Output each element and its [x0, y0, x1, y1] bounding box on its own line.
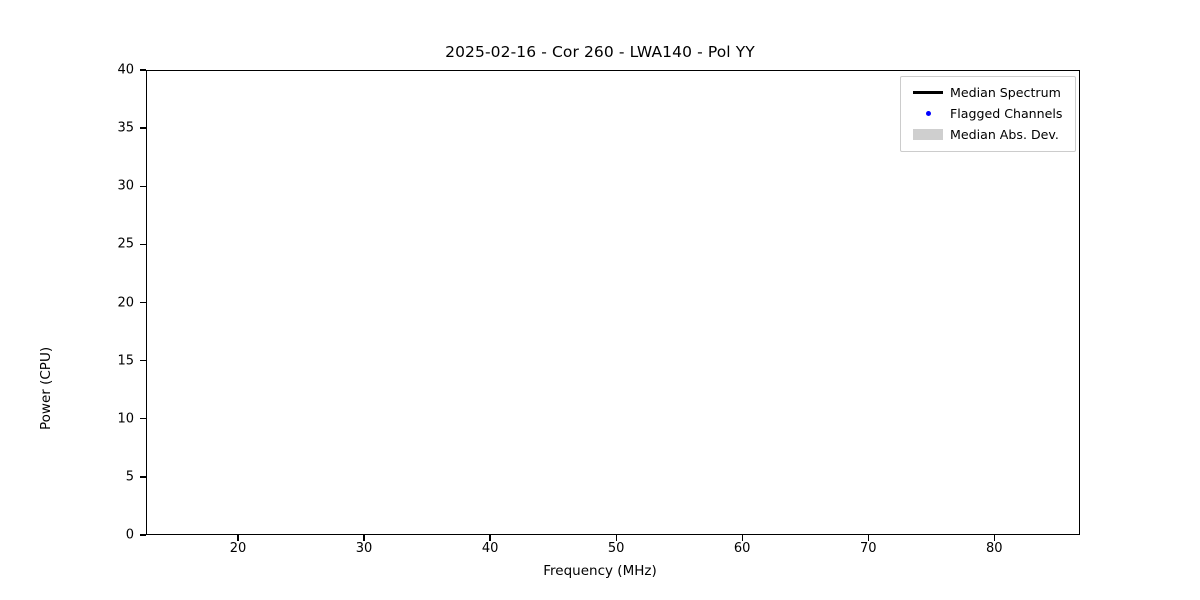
x-tick-label: 60 — [733, 541, 751, 556]
legend-label: Flagged Channels — [950, 106, 1063, 121]
y-tick-label: 20 — [117, 295, 134, 310]
legend-item-median-spectrum[interactable]: Median Spectrum — [908, 82, 1068, 103]
legend-box[interactable]: Median Spectrum Flagged Channels Median … — [900, 76, 1076, 152]
legend-label: Median Abs. Dev. — [950, 127, 1059, 142]
x-tick-mark — [489, 535, 491, 541]
x-tick-mark — [615, 535, 617, 541]
x-tick-mark — [741, 535, 743, 541]
x-tick-label: 50 — [607, 541, 625, 556]
legend-marker-icon — [908, 111, 948, 116]
y-axis-label: Power (CPU) — [38, 346, 54, 430]
legend-patch-icon — [908, 129, 948, 140]
y-tick-label: 35 — [117, 120, 134, 136]
legend-line-icon — [908, 91, 948, 94]
y-tick-label: 40 — [117, 62, 134, 78]
y-tick-label: 30 — [117, 178, 134, 194]
page-title: 2025-02-16 - Cor 260 - LWA140 - Pol YY — [445, 43, 755, 61]
x-tick-mark — [363, 535, 365, 541]
x-tick-mark — [867, 535, 869, 541]
x-tick-label: 80 — [986, 541, 1003, 556]
y-tick-label: 0 — [125, 527, 134, 543]
legend-item-flagged-channels[interactable]: Flagged Channels — [908, 103, 1068, 124]
x-tick-label: 70 — [859, 541, 877, 556]
y-tick-label: 15 — [117, 353, 134, 369]
x-tick-mark — [237, 535, 239, 541]
x-tick-label: 40 — [481, 541, 499, 556]
legend-item-median-abs-dev[interactable]: Median Abs. Dev. — [908, 124, 1068, 145]
x-tick-label: 20 — [229, 541, 247, 556]
x-tick-mark — [993, 535, 995, 541]
y-tick-label: 5 — [125, 469, 134, 485]
y-tick-label: 25 — [117, 236, 134, 252]
x-axis-label: Frequency (MHz) — [543, 563, 657, 579]
x-tick-label: 30 — [355, 541, 373, 556]
y-tick-label: 10 — [117, 411, 134, 427]
legend-label: Median Spectrum — [950, 85, 1061, 100]
